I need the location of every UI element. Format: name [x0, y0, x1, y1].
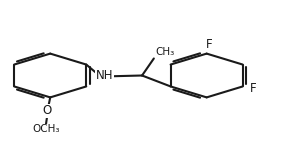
Text: CH₃: CH₃ [155, 47, 174, 57]
Text: O: O [43, 104, 52, 117]
Text: F: F [206, 38, 213, 51]
Text: OCH₃: OCH₃ [32, 124, 60, 134]
Text: NH: NH [96, 69, 113, 82]
Text: F: F [250, 82, 257, 95]
